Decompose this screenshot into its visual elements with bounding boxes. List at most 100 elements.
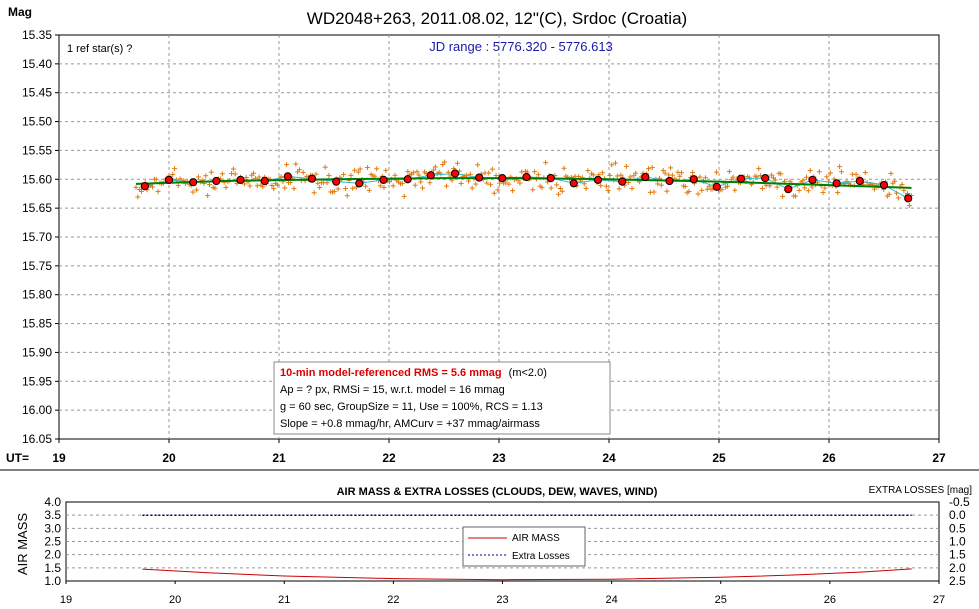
data-point xyxy=(293,161,299,167)
data-point xyxy=(800,178,806,184)
data-point xyxy=(543,160,549,166)
data-point xyxy=(677,173,683,179)
data-point xyxy=(747,175,753,181)
y-tick-label: 15.80 xyxy=(22,288,52,302)
data-point xyxy=(686,188,692,194)
data-point xyxy=(837,164,843,170)
data-point xyxy=(539,185,545,191)
data-point xyxy=(414,169,420,175)
y-tick-label: 15.85 xyxy=(22,317,52,331)
data-point xyxy=(311,190,317,196)
data-point xyxy=(410,170,416,176)
data-point xyxy=(206,182,212,188)
y-tick-label: 15.50 xyxy=(22,115,52,129)
data-point xyxy=(807,167,813,173)
airmass-x-tick-label: 26 xyxy=(824,594,836,606)
data-point xyxy=(695,191,701,197)
data-point xyxy=(726,169,732,175)
data-point xyxy=(203,173,209,179)
rms-value: 10-min model-referenced RMS = 5.6 mmag xyxy=(280,367,502,379)
group-mean-point xyxy=(689,175,698,184)
airmass-title: AIR MASS & EXTRA LOSSES (CLOUDS, DEW, WA… xyxy=(337,486,658,498)
extra-losses-y-tick-label: -0.5 xyxy=(949,495,970,509)
data-point xyxy=(548,185,554,191)
y-tick-label: 15.70 xyxy=(22,230,52,244)
group-mean-point xyxy=(164,175,174,184)
data-point xyxy=(835,190,841,196)
data-point xyxy=(697,174,703,180)
data-point xyxy=(495,187,501,193)
data-point xyxy=(679,170,685,176)
data-point xyxy=(416,172,422,178)
rms-condition: (m<2.0) xyxy=(509,367,547,379)
data-point xyxy=(510,188,516,194)
data-point xyxy=(901,187,907,193)
data-point xyxy=(906,203,912,209)
group-mean-point xyxy=(475,173,484,182)
data-point xyxy=(341,172,347,178)
data-point xyxy=(335,186,341,192)
data-point xyxy=(342,186,348,192)
data-point xyxy=(243,174,249,180)
data-point xyxy=(530,187,536,193)
data-point xyxy=(668,165,674,171)
data-point xyxy=(454,160,460,166)
x-tick-label: 23 xyxy=(492,451,506,465)
y-tick-label: 15.95 xyxy=(22,374,52,388)
data-point xyxy=(699,187,705,193)
data-point xyxy=(623,163,629,169)
data-point xyxy=(682,184,688,190)
data-point xyxy=(489,166,495,172)
x-tick-label: 20 xyxy=(162,451,176,465)
group-mean-point xyxy=(593,175,603,184)
data-point xyxy=(486,170,492,176)
group-mean-point xyxy=(808,175,817,184)
data-point xyxy=(838,169,844,175)
data-point xyxy=(324,180,330,186)
data-point xyxy=(804,174,810,180)
data-point xyxy=(172,166,178,172)
data-point xyxy=(805,188,811,194)
group-mean-point xyxy=(736,174,746,183)
group-mean-point xyxy=(761,174,770,183)
data-point xyxy=(440,162,446,168)
airmass-y-ticks: 1.01.52.02.53.03.54.0 xyxy=(44,495,61,588)
y-tick-label: 15.40 xyxy=(22,57,52,71)
data-point xyxy=(355,169,361,175)
data-point xyxy=(519,169,525,175)
data-point xyxy=(725,183,731,189)
data-point xyxy=(173,177,179,183)
group-mean-point xyxy=(569,179,578,188)
data-point xyxy=(899,181,905,187)
airmass-x-tick-label: 27 xyxy=(933,594,945,606)
data-point xyxy=(458,180,464,186)
ref-star-note: 1 ref star(s) ? xyxy=(67,43,132,55)
airmass-legend: AIR MASS Extra Losses xyxy=(462,526,586,567)
data-point xyxy=(271,186,277,192)
data-point xyxy=(175,182,181,188)
data-point xyxy=(296,167,302,173)
group-mean-point xyxy=(212,176,221,186)
y-tick-label: 15.45 xyxy=(22,86,52,100)
data-point xyxy=(326,172,332,178)
legend-airmass-label: AIR MASS xyxy=(512,533,560,544)
data-point xyxy=(651,189,657,195)
data-point xyxy=(609,162,615,168)
data-point xyxy=(212,185,218,191)
stats-line-2: Ap = ? px, RMSi = 15, w.r.t. model = 16 … xyxy=(280,384,505,396)
y-tick-label: 16.00 xyxy=(22,403,52,417)
group-mean-point xyxy=(403,175,412,184)
data-point xyxy=(853,171,859,177)
data-point xyxy=(561,165,567,171)
y-axis-label: Mag xyxy=(8,5,32,19)
group-mean-point xyxy=(904,194,913,203)
data-point xyxy=(633,170,639,176)
data-point xyxy=(412,182,418,188)
data-point xyxy=(399,180,405,186)
group-mean-point xyxy=(332,177,341,186)
data-point xyxy=(431,167,437,173)
data-point xyxy=(392,172,398,178)
group-mean-point xyxy=(855,176,864,186)
data-point xyxy=(618,172,624,178)
data-point xyxy=(420,185,426,191)
